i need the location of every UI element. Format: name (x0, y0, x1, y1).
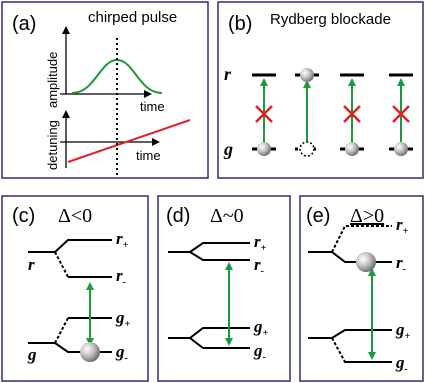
panel-c-condition: Δ<0 (58, 205, 92, 227)
blockade-column-1 (252, 73, 276, 156)
panel-d-condition: Δ~0 (210, 205, 244, 227)
g-minus-label: g- (253, 341, 266, 363)
panel-b: (b) Rydberg blockade r g (217, 1, 424, 179)
detuning-label: detuning (45, 120, 60, 170)
r-plus-label: r+ (396, 215, 409, 237)
atom-sphere (345, 142, 359, 156)
g-plus-label: g+ (115, 308, 131, 330)
bare-g-label: g (27, 345, 37, 364)
panel-b-level-r-label: r (224, 64, 232, 84)
r-minus-connector (54, 251, 112, 278)
panel-c-label: (c) (12, 205, 35, 227)
r-plus-label: r+ (116, 229, 129, 251)
upper-time-label: time (140, 99, 165, 114)
r-plus-connector (331, 225, 392, 253)
r-minus-label: r- (254, 255, 264, 277)
panel-d: (d) Δ~0 r+ r- g+ g- (157, 195, 291, 382)
panel-e-label: (e) (306, 205, 330, 227)
panel-d-frame (157, 195, 291, 382)
g-plus-level (331, 329, 392, 339)
panel-e-frame (299, 195, 424, 382)
lower-time-label: time (136, 148, 161, 163)
panel-b-title: Rydberg blockade (270, 11, 391, 28)
atom-sphere (80, 342, 100, 362)
r-minus-label: r- (116, 266, 126, 288)
panel-a-title: chirped pulse (88, 9, 177, 26)
blocked-cross-icon (392, 105, 410, 123)
r-minus-label: r- (396, 253, 406, 275)
empty-atom-placeholder (299, 141, 315, 157)
g-minus-connector (331, 337, 392, 363)
blocked-cross-icon (255, 105, 273, 123)
blocked-cross-icon (343, 105, 361, 123)
r-plus-level (189, 242, 250, 253)
blockade-column-2 (295, 68, 319, 157)
blockade-column-4 (389, 73, 413, 156)
g-plus-label: g+ (253, 317, 269, 339)
blockade-column-3 (340, 73, 364, 156)
panel-a-frame (1, 1, 209, 179)
panel-a-label: (a) (12, 13, 36, 35)
amplitude-label: amplitude (45, 52, 60, 108)
atom-sphere (356, 252, 376, 272)
r-plus-level (54, 239, 112, 253)
panel-d-label: (d) (166, 205, 190, 227)
panel-b-frame (217, 1, 424, 179)
panel-c-frame (1, 195, 149, 382)
g-minus-label: g- (115, 342, 128, 364)
panel-b-level-g-label: g (223, 139, 233, 159)
r-minus-level (189, 251, 250, 261)
bare-r-label: r (28, 255, 35, 274)
g-plus-connector (54, 317, 112, 344)
detuning-ramp-line (67, 119, 191, 163)
g-minus-level (189, 337, 250, 349)
panel-e: (e) Δ>0 r+ r- g+ g- (299, 195, 424, 382)
atom-sphere (394, 142, 408, 156)
panel-b-label: (b) (228, 13, 252, 35)
g-plus-level (189, 327, 250, 339)
atom-sphere (257, 142, 271, 156)
g-minus-label: g- (395, 353, 408, 375)
atom-sphere-excited (300, 68, 314, 82)
panel-a: (a) chirped pulse time amplitude time de… (1, 1, 209, 179)
panel-c: (c) Δ<0 r r+ r- g g+ g- (1, 195, 149, 382)
r-plus-label: r+ (254, 232, 267, 254)
r-minus-level (331, 251, 392, 263)
g-plus-label: g+ (395, 320, 411, 342)
panel-e-condition: Δ>0 (350, 205, 384, 227)
